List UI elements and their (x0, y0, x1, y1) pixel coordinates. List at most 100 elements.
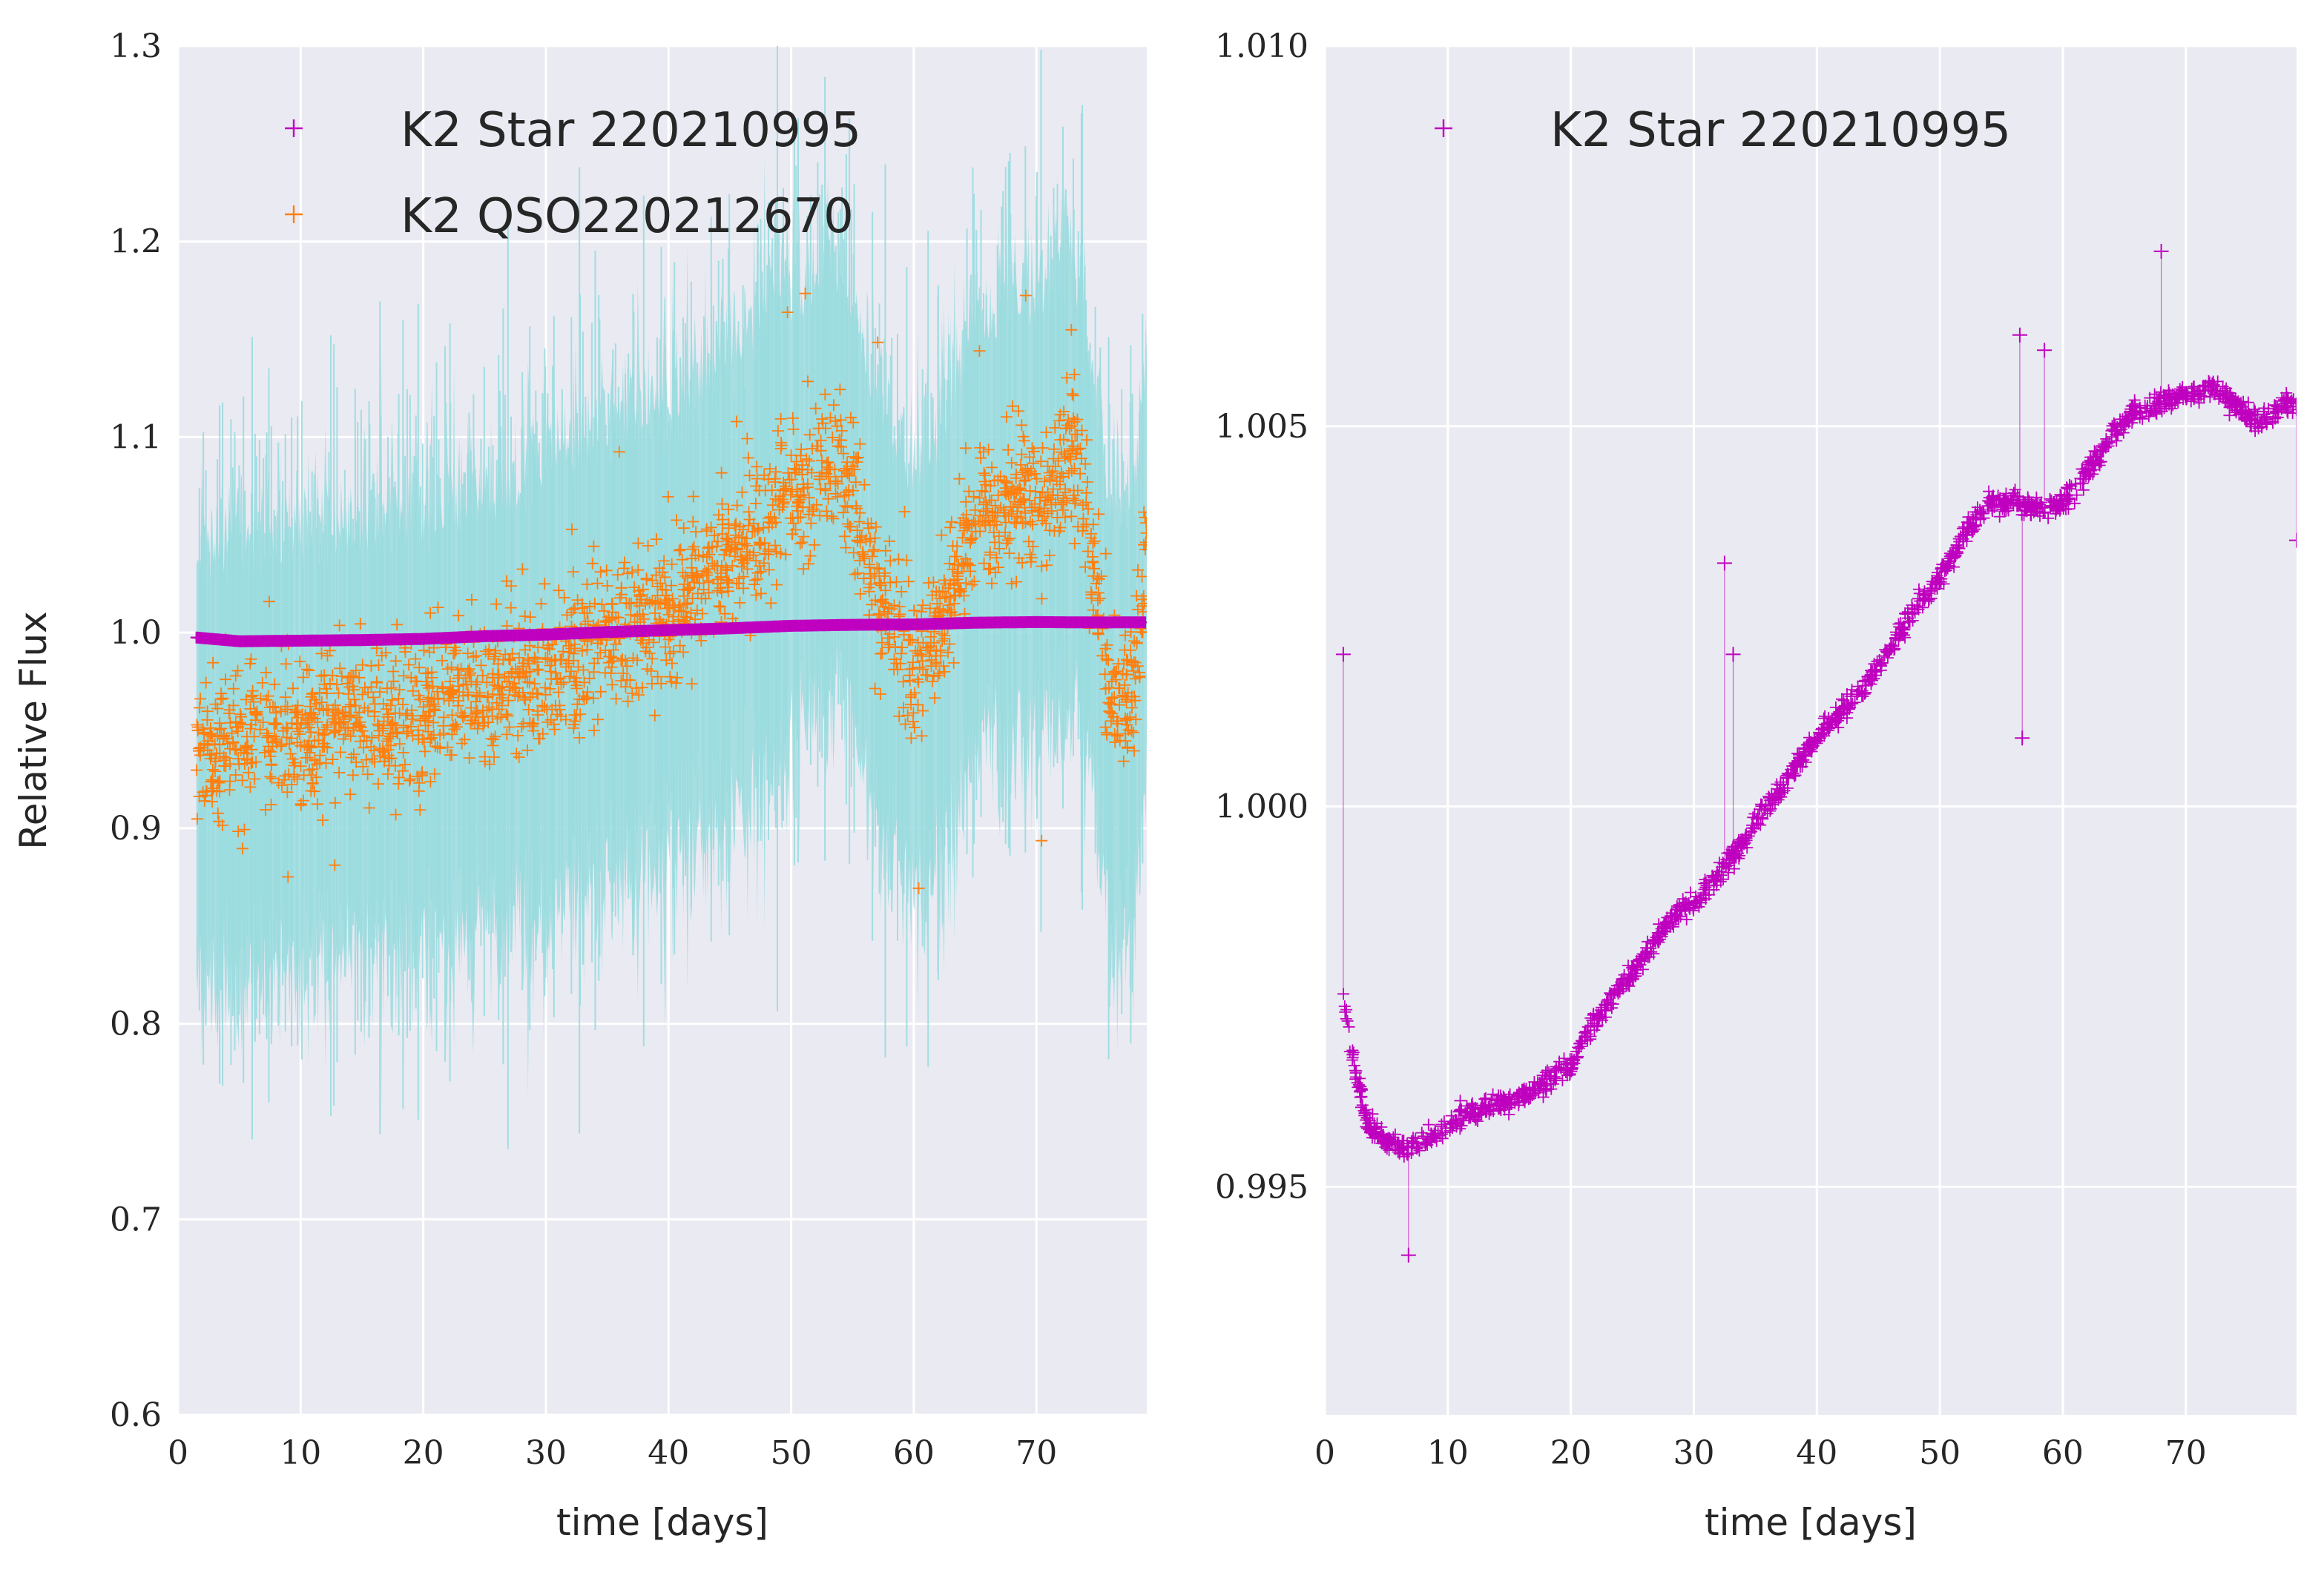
qso-point (844, 412, 857, 424)
qso-point (1036, 560, 1048, 572)
star-point (2024, 509, 2037, 521)
x-tick-label: 30 (1673, 1434, 1714, 1472)
qso-point (298, 739, 311, 751)
qso-point (460, 678, 473, 690)
qso-point (613, 446, 625, 458)
qso-point (906, 662, 918, 675)
star-point (1843, 703, 1856, 716)
star-point (2107, 417, 2120, 429)
qso-point (466, 714, 478, 727)
star-point (2204, 391, 2216, 403)
star-point (2030, 491, 2043, 504)
star-point (2287, 400, 2297, 413)
qso-point (570, 672, 582, 684)
qso-point (237, 842, 248, 855)
x-tick-label: 20 (403, 1434, 444, 1472)
star-point (2076, 477, 2089, 489)
star-point (1356, 1099, 1369, 1112)
qso-point (588, 597, 601, 610)
qso-point (400, 709, 412, 722)
qso-point (843, 521, 856, 532)
qso-point (282, 871, 294, 883)
qso-point (481, 704, 493, 717)
star-point (2058, 492, 2070, 504)
qso-point (346, 670, 358, 682)
qso-point (849, 568, 861, 581)
qso-point (730, 542, 742, 555)
qso-point (813, 473, 826, 486)
qso-point (539, 652, 552, 664)
qso-point (315, 647, 328, 660)
qso-point (438, 693, 450, 705)
star-point (1539, 1083, 1552, 1095)
qso-point (1129, 656, 1142, 669)
qso-point (446, 728, 458, 741)
qso-point (803, 558, 815, 570)
qso-point (603, 614, 615, 627)
qso-point (406, 684, 419, 697)
qso-point (831, 420, 843, 432)
star-point (1615, 976, 1627, 988)
qso-point (350, 756, 363, 768)
qso-point (605, 613, 618, 625)
qso-point (517, 717, 530, 730)
qso-point (321, 650, 334, 662)
qso-point (865, 578, 878, 590)
qso-point (668, 645, 679, 658)
star-point (1369, 1127, 1381, 1140)
qso-point (389, 759, 401, 772)
star-point (1710, 870, 1722, 882)
qso-point (827, 512, 840, 525)
qso-point (1001, 534, 1014, 547)
qso-point (619, 654, 632, 667)
qso-point (929, 692, 941, 704)
qso-point (1023, 451, 1036, 463)
qso-point (264, 770, 277, 783)
qso-point (773, 504, 786, 516)
qso-point (908, 604, 921, 617)
qso-point (805, 517, 817, 529)
qso-point (1059, 483, 1072, 495)
star-point (1356, 1083, 1369, 1096)
qso-point (1027, 541, 1039, 552)
qso-point (368, 710, 381, 722)
qso-point (905, 732, 918, 745)
qso-point (872, 336, 884, 349)
qso-point (797, 563, 810, 575)
legend-marker (1435, 119, 1452, 137)
qso-point (695, 634, 708, 647)
qso-point (763, 543, 775, 555)
qso-point (917, 599, 929, 612)
star-point (1823, 712, 1835, 724)
star-point (2281, 403, 2294, 416)
star-point (1475, 1099, 1488, 1112)
qso-point (353, 706, 366, 719)
qso-point (646, 653, 659, 665)
qso-point (356, 688, 369, 701)
qso-point (748, 574, 761, 587)
qso-point (715, 571, 728, 584)
star-point (1483, 1103, 1495, 1116)
qso-point (393, 684, 406, 696)
star-point (1764, 805, 1777, 817)
qso-point (1138, 538, 1147, 551)
qso-point (382, 733, 395, 745)
qso-point (872, 607, 885, 620)
qso-point (214, 693, 227, 705)
qso-point (975, 452, 987, 464)
qso-point (750, 480, 763, 492)
qso-point (909, 644, 922, 657)
qso-point (452, 669, 465, 681)
qso-point (689, 613, 702, 626)
qso-point (722, 503, 735, 515)
qso-point (695, 593, 708, 604)
qso-point (711, 584, 724, 597)
qso-point (1104, 706, 1116, 719)
qso-point (743, 519, 755, 532)
qso-point (573, 693, 585, 705)
qso-point (509, 689, 521, 702)
qso-point (503, 684, 516, 696)
qso-point (424, 776, 437, 788)
qso-point (313, 687, 326, 699)
qso-point (518, 692, 530, 704)
